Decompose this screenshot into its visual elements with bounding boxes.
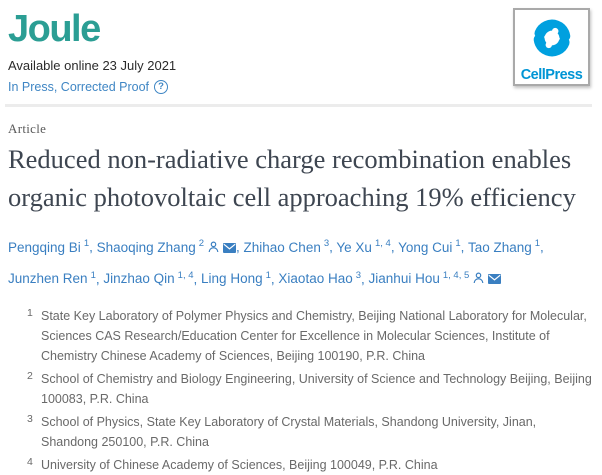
author: Shaoqing Zhang 2 [96, 238, 237, 256]
author: Pengqing Bi 1 [8, 238, 90, 255]
author-name[interactable]: Junzhen Ren [8, 271, 88, 286]
envelope-icon[interactable] [488, 272, 502, 287]
header-divider [5, 104, 592, 107]
author: Jianhui Hou 1, 4, 5 [368, 269, 502, 287]
author-affiliation-sup: 1, 4 [374, 238, 391, 249]
author-affiliation-sup: 1, 4, 5 [442, 269, 470, 281]
author-separator: , [193, 271, 202, 286]
author-name[interactable]: Jinzhao Qin [103, 271, 175, 286]
affiliation-number: 1 [27, 307, 33, 319]
publication-status-label[interactable]: In Press, Corrected Proof [8, 79, 150, 94]
envelope-icon[interactable] [223, 241, 237, 256]
author-name[interactable]: Shaoqing Zhang [96, 239, 196, 255]
author-separator: , [390, 239, 399, 255]
author-separator: , [361, 271, 369, 286]
author: Junzhen Ren 1 [8, 269, 96, 287]
author-name[interactable]: Jianhui Hou [368, 271, 440, 286]
author-name[interactable]: Tao Zhang [467, 239, 532, 255]
author-name[interactable]: Ye Xu [336, 239, 372, 255]
author-separator: , [270, 271, 279, 286]
author-name[interactable]: Xiaotao Hao [278, 271, 353, 286]
person-icon[interactable] [473, 272, 484, 287]
author-separator: , [95, 271, 104, 286]
affiliation-text: School of Physics, State Key Laboratory … [41, 415, 537, 449]
cellpress-swirl-icon [529, 15, 575, 66]
affiliation-item: 2 School of Chemistry and Biology Enginee… [8, 369, 594, 409]
affiliation-number: 3 [27, 413, 33, 425]
author-affiliation-sup: 1 [265, 269, 271, 281]
author-name[interactable]: Yong Cui [398, 239, 453, 255]
affiliation-item: 3 School of Physics, State Key Laboratory… [8, 412, 594, 452]
author-separator: , [236, 239, 244, 255]
affiliation-text: State Key Laboratory of Polymer Physics … [41, 309, 587, 363]
affiliation-number: 4 [27, 456, 33, 468]
author-affiliation-sup: 3 [355, 269, 362, 281]
available-online-date: Available online 23 July 2021 [8, 57, 177, 73]
publication-status-link[interactable]: In Press, Corrected Proof ? [8, 79, 594, 94]
author: Tao Zhang 1 [467, 238, 541, 255]
page-header: Joule Available online 23 July 2021 In P… [8, 0, 594, 104]
author-affiliation-sup: 1 [90, 269, 96, 281]
affiliation-text: School of Chemistry and Biology Engineer… [41, 372, 592, 406]
author-affiliation-sup: 1, 4 [177, 269, 194, 281]
author: Xiaotao Hao 3 [278, 269, 362, 287]
author-affiliation-sup: 2 [198, 238, 205, 249]
affiliation-item: 4 University of Chinese Academy of Scienc… [8, 455, 594, 475]
affiliation-item: 1 State Key Laboratory of Polymer Physics… [8, 306, 594, 366]
article-title: Reduced non-radiative charge recombinati… [8, 144, 576, 212]
author: Ye Xu 1, 4 [336, 238, 391, 255]
author-affiliation-sup: 3 [323, 238, 330, 249]
affiliation-text: University of Chinese Academy of Science… [41, 458, 438, 472]
person-icon[interactable] [208, 241, 219, 256]
help-question-icon[interactable]: ? [154, 79, 169, 94]
author-separator: , [540, 239, 544, 255]
publisher-logo-box[interactable]: CellPress [513, 8, 590, 86]
author-list: Pengqing Bi 1, Shaoqing Zhang 2, Zhihao Ch… [8, 230, 594, 293]
author: Zhihao Chen 3 [243, 238, 330, 255]
publisher-name: CellPress [520, 67, 583, 83]
article-type-label: Article [8, 121, 47, 136]
author-name[interactable]: Zhihao Chen [243, 239, 321, 255]
author-affiliation-sup: 1 [83, 238, 90, 249]
affiliation-number: 2 [27, 370, 33, 382]
journal-logo[interactable]: Joule [8, 8, 101, 50]
author-separator: , [329, 239, 337, 255]
author-separator: , [460, 239, 468, 255]
author: Jinzhao Qin 1, 4 [103, 269, 194, 287]
author-affiliation-sup: 1 [534, 238, 541, 249]
author-affiliation-sup: 1 [455, 238, 461, 249]
author-name[interactable]: Pengqing Bi [8, 239, 81, 255]
author-separator: , [89, 239, 97, 255]
author: Ling Hong 1 [201, 269, 271, 287]
author-name[interactable]: Ling Hong [201, 271, 263, 286]
affiliation-list: 1 State Key Laboratory of Polymer Physics… [8, 306, 594, 475]
author: Yong Cui 1 [398, 238, 461, 255]
